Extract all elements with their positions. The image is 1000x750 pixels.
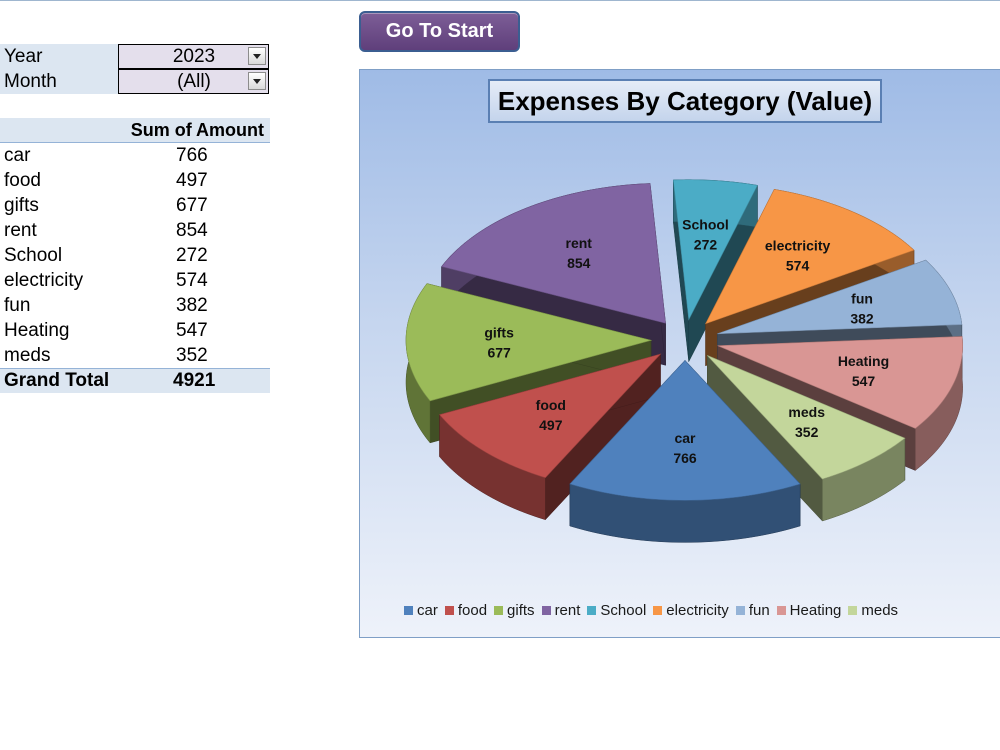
data-label-category: Heating: [838, 353, 889, 369]
data-label-category: gifts: [484, 325, 514, 341]
row-amount: 854: [176, 220, 208, 241]
data-label-value: 497: [539, 417, 563, 433]
legend-item[interactable]: gifts: [494, 602, 535, 619]
data-label-value: 382: [850, 310, 874, 326]
legend-item[interactable]: rent: [541, 602, 581, 619]
legend-item[interactable]: electricity: [653, 602, 729, 619]
data-label-value: 766: [673, 450, 697, 466]
row-category: meds: [4, 345, 51, 366]
row-amount: 497: [176, 170, 208, 191]
pivot-grand-total-row[interactable]: Grand Total 4921: [0, 368, 270, 393]
table-row[interactable]: rent 854: [0, 218, 270, 243]
filter-month: Month (All): [0, 69, 270, 94]
data-label-value: 854: [567, 255, 591, 271]
data-label-category: food: [536, 397, 566, 413]
pie-slice-school[interactable]: [672, 179, 758, 362]
table-row[interactable]: gifts 677: [0, 193, 270, 218]
table-row[interactable]: fun 382: [0, 293, 270, 318]
row-category: food: [4, 170, 41, 191]
pie-chart[interactable]: car 766 food 497 gifts 677 rent 854 School 272 ele…: [359, 69, 1000, 638]
row-category: School: [4, 245, 63, 266]
filter-month-label: Month: [0, 69, 118, 94]
data-label-value: 574: [786, 258, 810, 274]
legend-label: gifts: [507, 602, 535, 619]
row-amount: 547: [176, 320, 208, 341]
legend-label: meds: [861, 602, 899, 619]
legend-label: food: [457, 602, 488, 619]
pivot-header[interactable]: Sum of Amount: [0, 118, 270, 143]
legend-swatch: [587, 606, 597, 615]
legend-swatch: [444, 606, 454, 615]
row-amount: 766: [176, 145, 208, 166]
pie-slice-electricity[interactable]: [704, 189, 915, 367]
row-amount: 352: [176, 345, 208, 366]
row-category: electricity: [4, 270, 84, 291]
row-category: fun: [4, 295, 31, 316]
pivot-rows: car 766 food 497 gifts 677 rent 854 School 272 ele…: [0, 143, 270, 368]
data-label-value: 272: [694, 236, 718, 252]
data-label-category: electricity: [765, 238, 831, 254]
legend-item[interactable]: meds: [848, 602, 898, 619]
legend-swatch: [776, 606, 786, 615]
legend-label: fun: [748, 602, 770, 619]
data-label-value: 352: [795, 424, 819, 440]
table-row[interactable]: electricity 574: [0, 268, 270, 293]
legend-swatch: [848, 606, 858, 615]
table-row[interactable]: School 272: [0, 243, 270, 268]
legend-label: School: [600, 602, 647, 619]
filter-year: Year 2023: [0, 44, 270, 69]
row-amount: 574: [176, 270, 208, 291]
legend-swatch: [541, 606, 551, 615]
data-label-category: meds: [788, 404, 825, 420]
pie-slice-food[interactable]: [439, 353, 662, 521]
legend-item[interactable]: School: [587, 602, 646, 619]
data-label-value: 547: [852, 373, 876, 389]
go-to-start-button[interactable]: Go To Start: [359, 11, 520, 52]
legend-label: rent: [554, 602, 581, 619]
top-border-line: [0, 0, 1000, 1]
data-label-category: rent: [566, 235, 593, 251]
legend-swatch: [404, 606, 413, 615]
table-row[interactable]: food 497: [0, 168, 270, 193]
filter-year-dropdown[interactable]: 2023: [118, 44, 269, 69]
legend-swatch: [494, 606, 504, 615]
pivot-table: Sum of Amount car 766 food 497 gifts 677 rent 8…: [0, 118, 270, 393]
pie-slice-car[interactable]: [569, 359, 801, 543]
filter-year-label: Year: [0, 44, 118, 69]
row-category: rent: [4, 220, 37, 241]
legend-label: Heating: [789, 602, 842, 619]
filter-year-value: 2023: [172, 46, 216, 67]
row-amount: 272: [176, 245, 208, 266]
chevron-down-icon[interactable]: [248, 72, 266, 90]
data-label-value: 677: [487, 345, 511, 361]
data-label-category: fun: [851, 290, 873, 306]
legend-swatch: [735, 606, 745, 615]
data-label-category: School: [682, 216, 729, 232]
row-category: car: [4, 145, 31, 166]
legend-item[interactable]: fun: [735, 602, 770, 619]
legend-label: electricity: [666, 602, 729, 619]
table-row[interactable]: meds 352: [0, 343, 270, 368]
chevron-down-icon[interactable]: [248, 47, 266, 65]
table-row[interactable]: Heating 547: [0, 318, 270, 343]
filter-month-dropdown[interactable]: (All): [118, 69, 269, 94]
pie-chart-plot: car 766 food 497 gifts 677 rent 854 School 272 ele…: [405, 179, 963, 543]
data-label-category: car: [674, 430, 696, 446]
legend-item[interactable]: Heating: [776, 602, 842, 619]
row-category: gifts: [4, 195, 39, 216]
legend-item[interactable]: car: [404, 602, 438, 619]
row-amount: 382: [176, 295, 208, 316]
chart-title[interactable]: Expenses By Category (Value): [488, 79, 882, 123]
row-amount: 677: [176, 195, 208, 216]
chart-legend[interactable]: car food gifts rent School electricity fun Heat…: [404, 602, 905, 622]
table-row[interactable]: car 766: [0, 143, 270, 168]
grand-total-label: Grand Total: [4, 370, 110, 391]
grand-total-value: 4921: [173, 370, 216, 391]
legend-item[interactable]: food: [444, 602, 488, 619]
legend-label: car: [417, 602, 438, 619]
filter-month-value: (All): [177, 71, 211, 92]
legend-swatch: [653, 606, 663, 615]
row-category: Heating: [4, 320, 70, 341]
